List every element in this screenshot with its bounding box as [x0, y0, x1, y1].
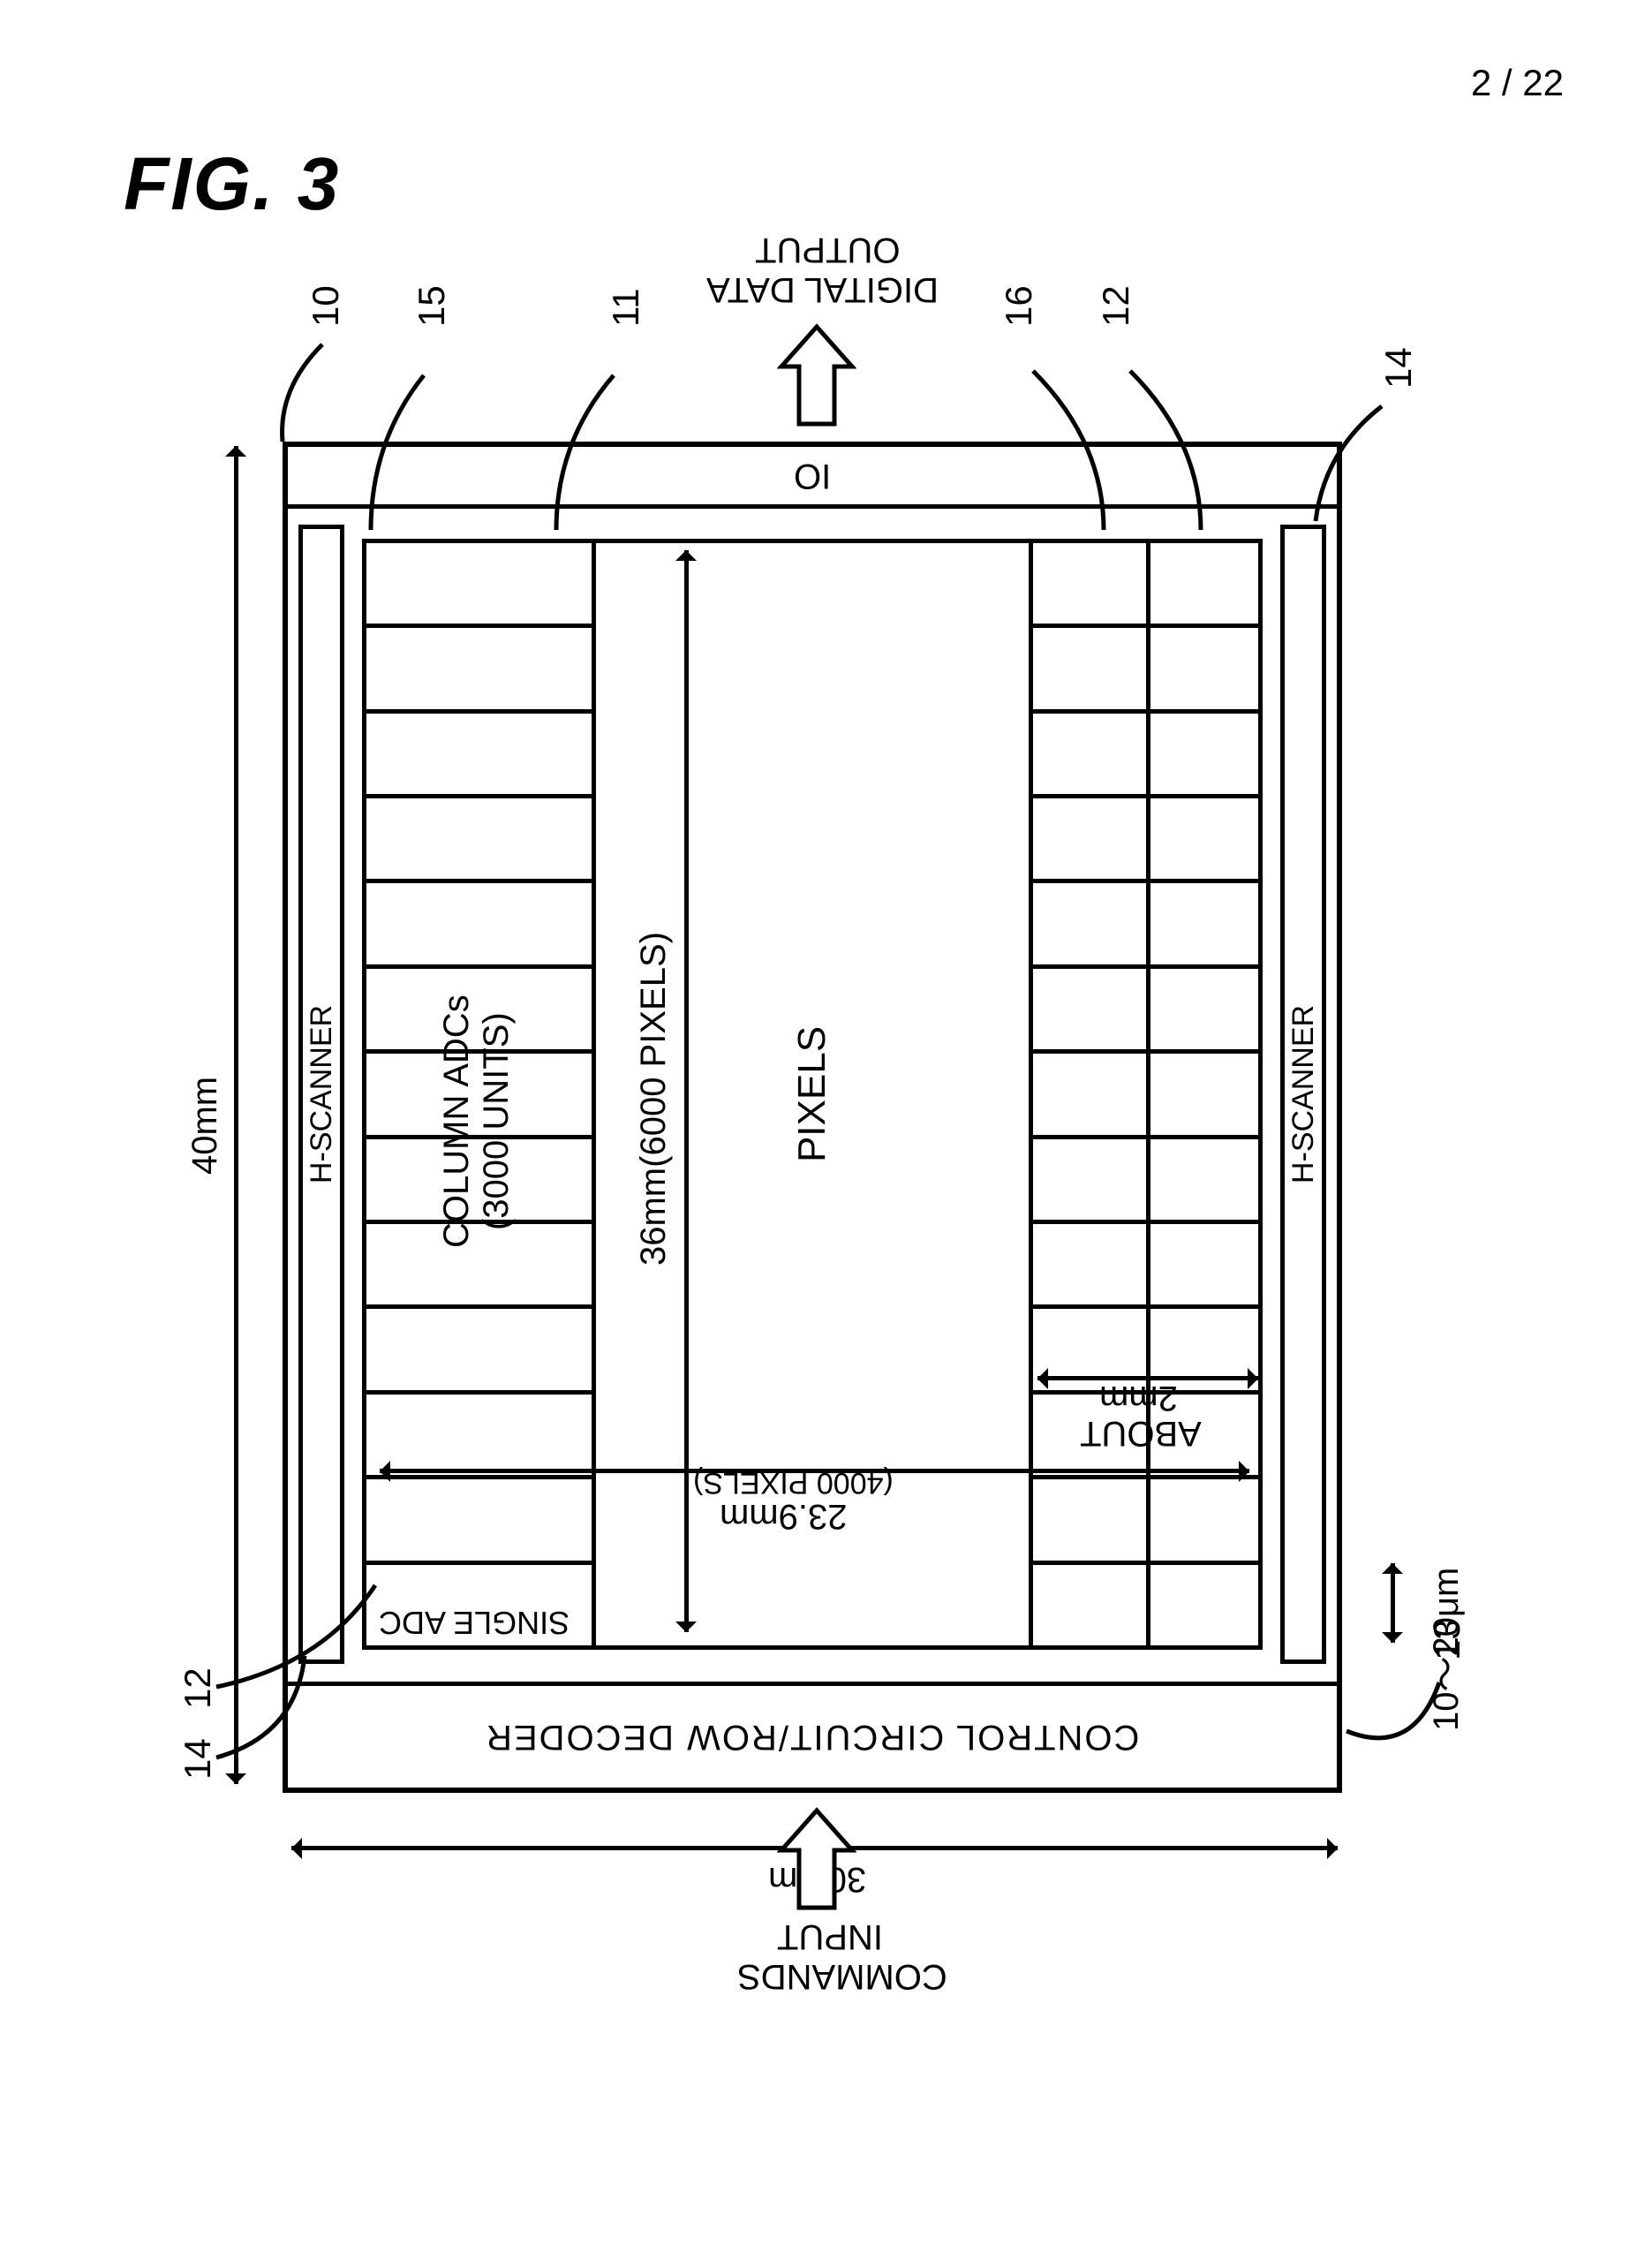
adc-cell	[1033, 624, 1258, 708]
dim-arrow-total-width	[234, 446, 238, 1784]
adc-cell	[1033, 1220, 1258, 1304]
dim-pixel-height-l1: 23.9mm	[720, 1496, 848, 1536]
adc-cell	[366, 1390, 592, 1475]
diagram: 40mm 30mm CONTROL CIRCUIT/ROW DECODER IO…	[0, 442, 1652, 1996]
chip-outline: CONTROL CIRCUIT/ROW DECODER IO H-SCANNER…	[283, 442, 1342, 1793]
commands-input-arrow	[777, 1806, 861, 1912]
adc-cell	[366, 1475, 592, 1560]
digital-output-l2: OUTPUT	[755, 230, 900, 269]
adc-cell	[366, 794, 592, 879]
column-adcs-l1: COLUMN ADCs	[437, 994, 476, 1248]
adc-cell	[1033, 709, 1258, 794]
digital-output-arrow	[777, 322, 861, 428]
commands-l1: COMMANDS	[737, 1957, 947, 1996]
adc-height-l2: 2mm	[1099, 1378, 1178, 1418]
adc-cell	[1033, 543, 1258, 624]
ref-15: 15	[411, 285, 453, 327]
dim-pixel-height-l2: (4000 PIXELS)	[693, 1465, 894, 1500]
ref-16: 16	[998, 285, 1040, 327]
adc-cell	[366, 1304, 592, 1389]
pixels-area: PIXELS 36mm(6000 PIXELS) 23.9mm (4000 PI…	[362, 539, 1263, 1650]
single-adc-label: SINGLE ADC	[379, 1604, 570, 1641]
page-number: 2 / 22	[1471, 62, 1564, 104]
ref-11: 11	[605, 288, 647, 327]
commands-input-label: COMMANDS	[737, 1956, 947, 1996]
row-decoder-label: CONTROL CIRCUIT/ROW DECODER	[485, 1717, 1139, 1757]
adc-cell	[1033, 1049, 1258, 1134]
hscanner-label-bottom: H-SCANNER	[1286, 1005, 1321, 1183]
ref-14b: 14	[177, 1738, 219, 1780]
adc-cell	[366, 709, 592, 794]
hscanner-label-top: H-SCANNER	[305, 1005, 339, 1183]
pixels-label: PIXELS	[790, 1026, 834, 1162]
ref-12b: 12	[177, 1667, 219, 1709]
ref-12: 12	[1095, 285, 1137, 327]
column-adc-block-bottom	[1029, 543, 1258, 1645]
adc-cell	[1033, 879, 1258, 964]
row-decoder-block: CONTROL CIRCUIT/ROW DECODER	[288, 1682, 1337, 1788]
commands-l2: INPUT	[777, 1917, 883, 1956]
dim-pixel-width: 36mm(6000 PIXELS)	[634, 932, 674, 1266]
io-block: IO	[288, 447, 1337, 509]
io-label: IO	[794, 456, 831, 495]
adc-height-l1: ABOUT	[1080, 1413, 1202, 1453]
dim-total-width: 40mm	[185, 1077, 225, 1175]
hscanner-bottom: H-SCANNER	[1280, 525, 1326, 1664]
adc-cell	[1033, 1475, 1258, 1560]
dim-arrow-adc-pitch	[1391, 1563, 1395, 1643]
hscanner-top: H-SCANNER	[298, 525, 344, 1664]
adc-cell	[1033, 1561, 1258, 1645]
ref-13: 13	[1426, 1619, 1468, 1660]
adc-cell	[1033, 964, 1258, 1049]
adc-cell	[1033, 794, 1258, 879]
commands-input-label-2: INPUT	[777, 1916, 883, 1956]
ref-10: 10	[305, 285, 347, 327]
adc-cell	[366, 543, 592, 624]
adc-cell	[1033, 1135, 1258, 1220]
digital-output-l1: DIGITAL DATA	[706, 269, 939, 309]
ref-14a: 14	[1377, 347, 1420, 389]
adc-cell	[366, 879, 592, 964]
column-adcs-label: COLUMN ADCs (3000 UNITS)	[437, 994, 517, 1248]
adc-cell	[366, 624, 592, 708]
column-adcs-l2: (3000 UNITS)	[477, 1012, 516, 1230]
